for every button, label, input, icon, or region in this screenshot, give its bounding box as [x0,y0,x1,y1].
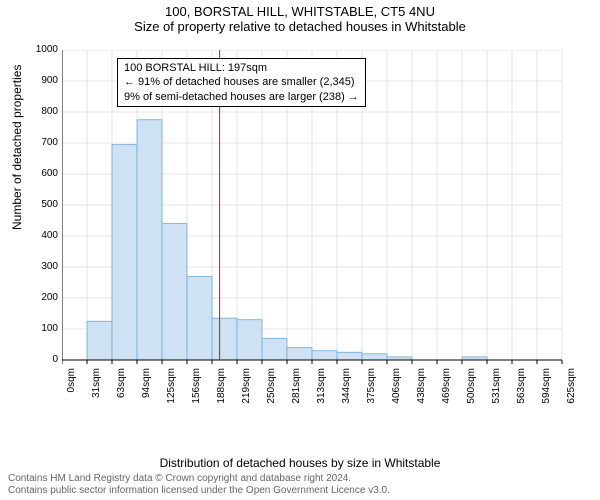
annotation-line2: ← 91% of detached houses are smaller (2,… [124,75,359,89]
x-tick-label: 625sqm [566,368,577,408]
page-subtitle: Size of property relative to detached ho… [0,19,600,34]
y-tick-label: 800 [28,106,58,117]
x-tick-label: 31sqm [91,368,102,408]
x-tick-label: 594sqm [541,368,552,408]
y-tick-label: 600 [28,168,58,179]
title-block: 100, BORSTAL HILL, WHITSTABLE, CT5 4NU S… [0,0,600,34]
annotation-line1: 100 BORSTAL HILL: 197sqm [124,61,359,75]
y-tick-label: 0 [28,354,58,365]
x-tick-label: 250sqm [266,368,277,408]
y-axis-label: Number of detached properties [10,65,24,230]
x-tick-label: 531sqm [491,368,502,408]
histogram-chart: 01002003004005006007008009001000 0sqm31s… [62,50,567,410]
x-tick-label: 125sqm [166,368,177,408]
x-tick-label: 156sqm [191,368,202,408]
x-tick-label: 344sqm [341,368,352,408]
x-tick-label: 563sqm [516,368,527,408]
y-tick-label: 700 [28,137,58,148]
x-axis-label: Distribution of detached houses by size … [0,456,600,470]
x-tick-label: 438sqm [416,368,427,408]
page-title: 100, BORSTAL HILL, WHITSTABLE, CT5 4NU [0,4,600,19]
x-tick-label: 500sqm [466,368,477,408]
x-tick-label: 63sqm [116,368,127,408]
x-tick-label: 219sqm [241,368,252,408]
y-tick-label: 900 [28,75,58,86]
y-tick-label: 300 [28,261,58,272]
annotation-line3: 9% of semi-detached houses are larger (2… [124,90,359,104]
annotation-box: 100 BORSTAL HILL: 197sqm ← 91% of detach… [117,58,366,107]
x-tick-label: 313sqm [316,368,327,408]
x-tick-label: 94sqm [141,368,152,408]
x-tick-label: 469sqm [441,368,452,408]
x-tick-label: 406sqm [391,368,402,408]
y-tick-label: 1000 [28,44,58,55]
x-tick-label: 188sqm [216,368,227,408]
footer-attribution: Contains HM Land Registry data © Crown c… [8,473,390,497]
x-tick-label: 375sqm [366,368,377,408]
x-tick-label: 0sqm [66,368,77,408]
footer-line2: Contains public sector information licen… [8,485,390,497]
y-tick-label: 500 [28,199,58,210]
y-tick-label: 400 [28,230,58,241]
y-tick-label: 100 [28,323,58,334]
x-tick-label: 281sqm [291,368,302,408]
footer-line1: Contains HM Land Registry data © Crown c… [8,473,390,485]
y-tick-label: 200 [28,292,58,303]
